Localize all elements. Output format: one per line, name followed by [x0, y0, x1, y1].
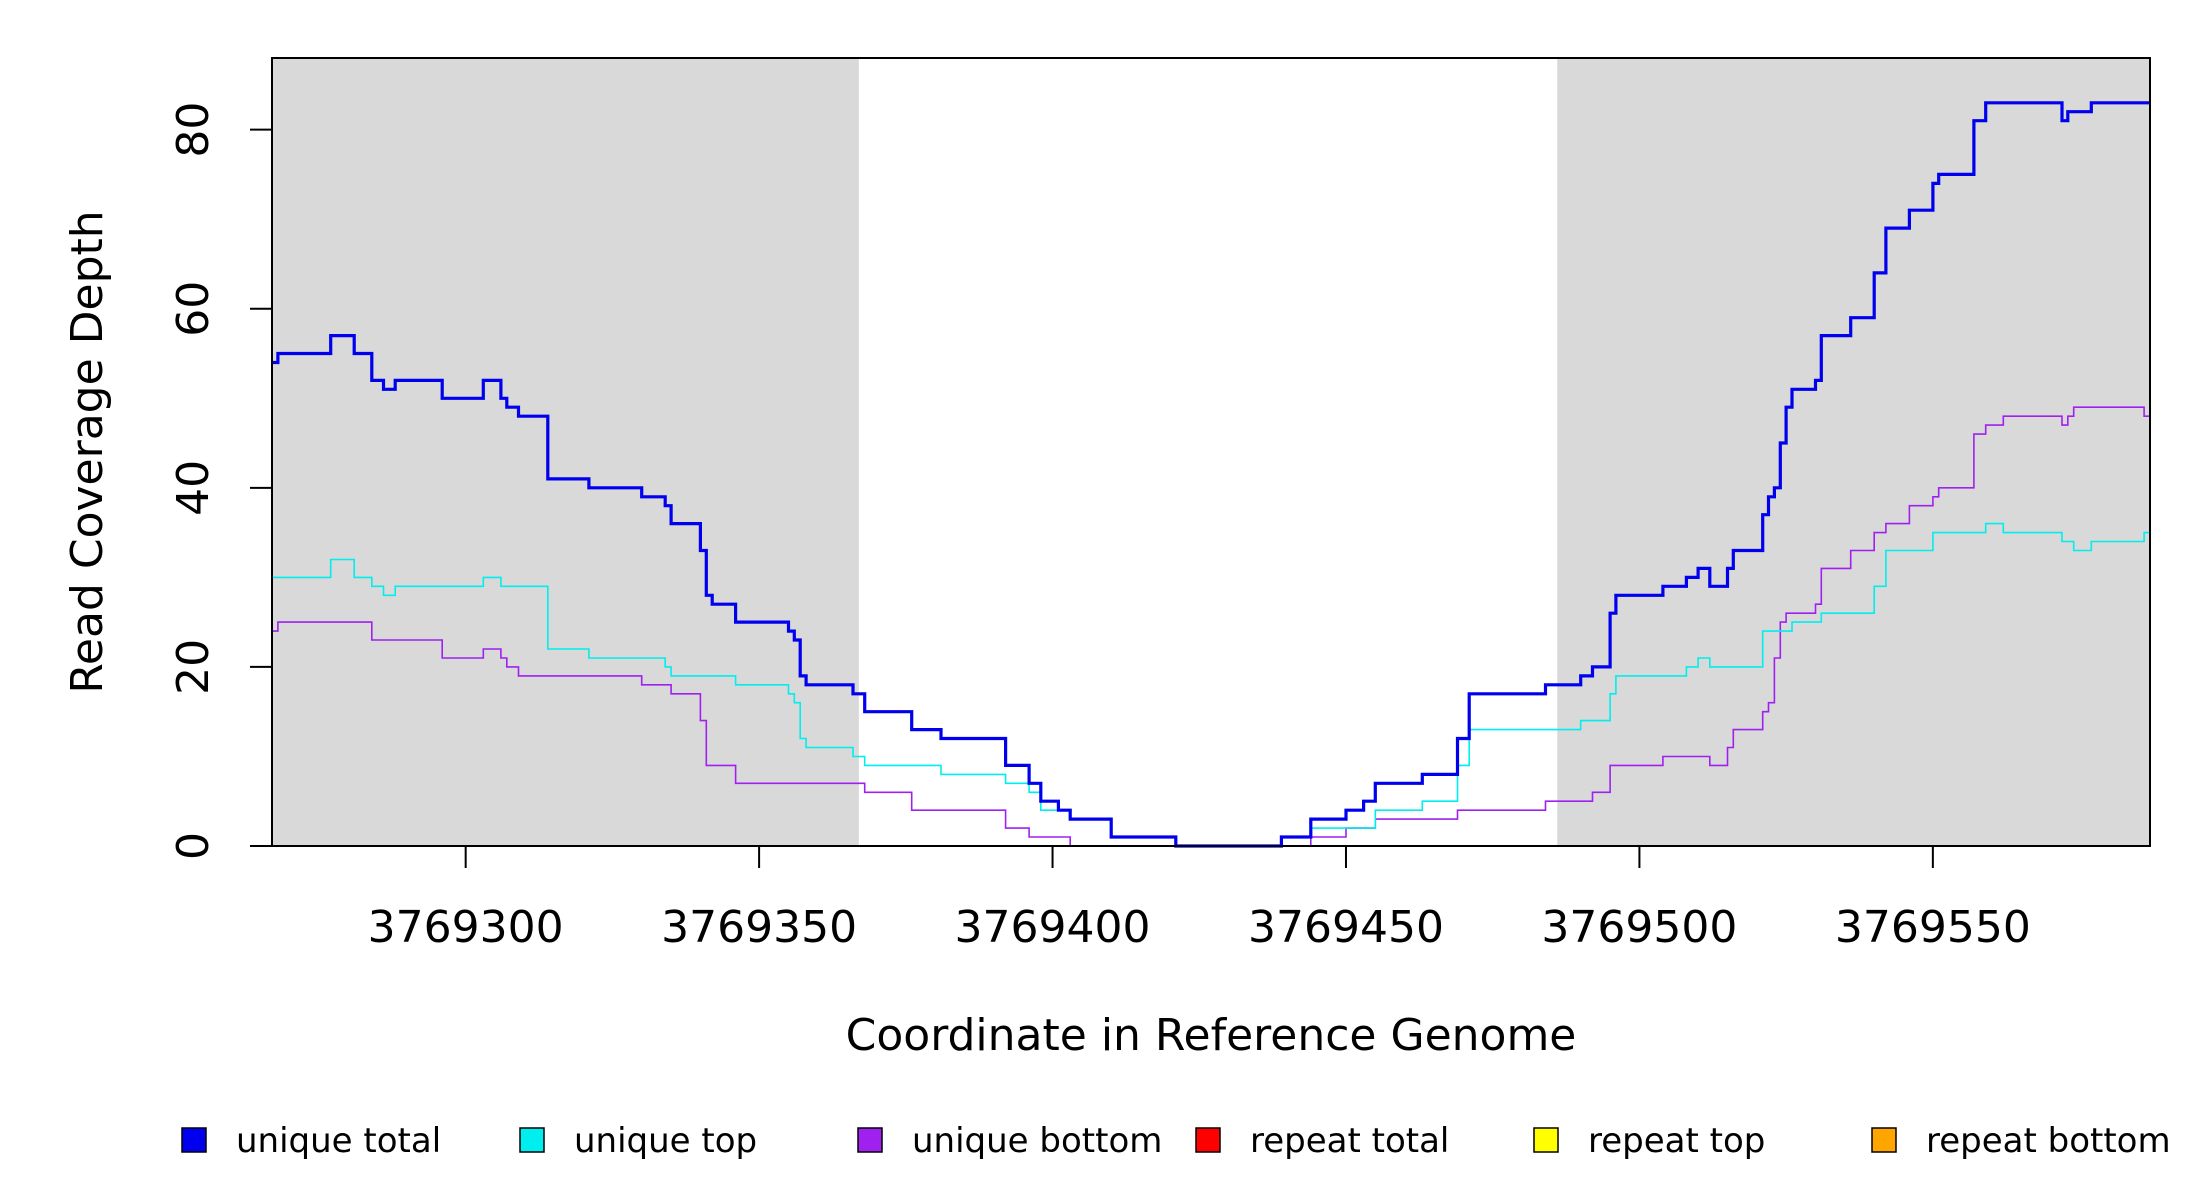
x-axis: 3769300 3769350 3769400 3769450 3769500 37695… — [368, 846, 2031, 953]
legend-label: unique top — [574, 1121, 757, 1161]
legend-label: repeat top — [1588, 1121, 1765, 1161]
legend-swatch — [519, 1127, 545, 1153]
x-tick-label: 3769400 — [955, 902, 1151, 953]
y-tick-label: 20 — [168, 639, 219, 695]
legend: unique total unique top unique bottom repea… — [181, 1121, 2171, 1161]
legend-swatch — [857, 1127, 883, 1153]
y-tick-label: 60 — [168, 281, 219, 337]
series-line-unique-total — [272, 101, 2150, 848]
legend-label: repeat bottom — [1926, 1121, 2171, 1161]
legend-label: unique total — [236, 1121, 441, 1161]
x-axis-title: Coordinate in Reference Genome — [846, 1010, 1577, 1061]
legend-label: unique bottom — [912, 1121, 1162, 1161]
y-axis: 0 20 40 60 80 — [168, 102, 273, 860]
y-tick-label: 40 — [168, 460, 219, 516]
x-tick-label: 3769300 — [368, 902, 564, 953]
x-tick-label: 3769450 — [1248, 902, 1444, 953]
x-tick-label: 3769350 — [661, 902, 857, 953]
legend-swatch — [1871, 1127, 1897, 1153]
shaded-region-2 — [1557, 58, 2150, 846]
x-tick-label: 3769550 — [1835, 902, 2031, 953]
y-axis-title: Read Coverage Depth — [62, 210, 113, 693]
legend-label: repeat total — [1250, 1121, 1449, 1161]
shaded-regions — [272, 58, 2150, 846]
shaded-region-1 — [272, 58, 859, 846]
series-line-unique-bottom — [272, 406, 2150, 847]
y-tick-label: 0 — [168, 832, 219, 860]
legend-swatch — [1533, 1127, 1559, 1153]
y-tick-label: 80 — [168, 102, 219, 158]
x-tick-label: 3769500 — [1541, 902, 1737, 953]
legend-swatch — [1195, 1127, 1221, 1153]
legend-swatch — [181, 1127, 207, 1153]
